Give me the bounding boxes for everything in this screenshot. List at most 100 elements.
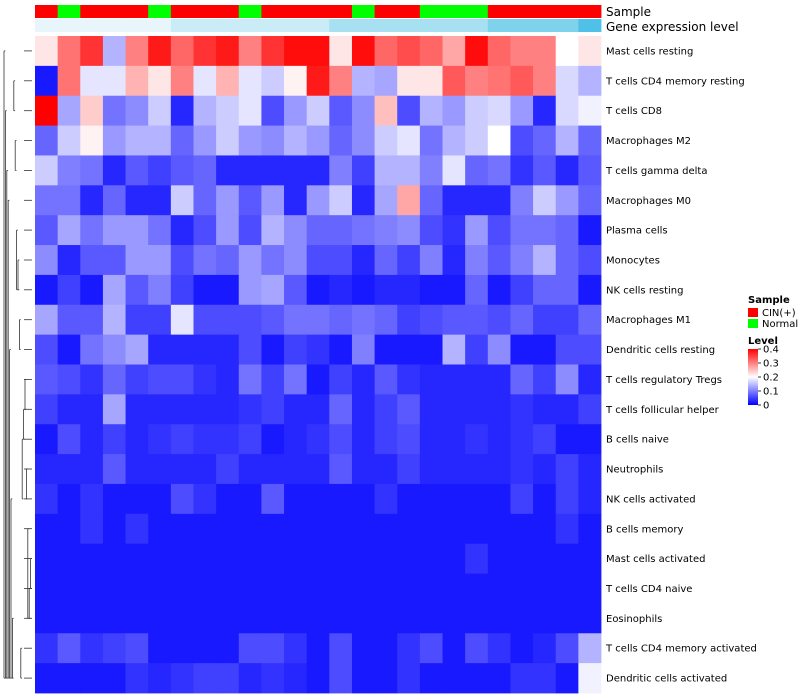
heatmap-cell (148, 334, 172, 365)
expression-annotation-cell (284, 19, 308, 32)
heatmap-cell (487, 274, 511, 306)
heatmap-cell (419, 95, 443, 126)
heatmap-cell (578, 95, 602, 126)
sample-annotation-cell (148, 5, 172, 18)
heatmap-cell (419, 274, 443, 306)
heatmap-cell (510, 573, 534, 604)
sample-annotation-cell (374, 5, 398, 18)
heatmap-cell (419, 454, 443, 485)
heatmap-cell (306, 125, 330, 156)
heatmap-cell (193, 454, 217, 485)
heatmap-cell (125, 424, 149, 455)
heatmap-cell (419, 65, 443, 97)
heatmap-cell (125, 364, 149, 395)
heatmap-cell (351, 274, 375, 306)
annotation-label-sample: Sample (606, 5, 651, 19)
heatmap-cell (510, 483, 534, 515)
heatmap-cell (216, 185, 240, 216)
heatmap-cell (442, 663, 466, 694)
heatmap-cell (487, 245, 511, 276)
heatmap-cell (465, 483, 489, 515)
heatmap-cell (374, 573, 398, 604)
heatmap-cell (284, 36, 308, 67)
heatmap-cell (238, 573, 262, 604)
heatmap-cell (306, 185, 330, 216)
heatmap-cell (261, 394, 285, 425)
heatmap-cell (419, 424, 443, 455)
heatmap-cell (125, 245, 149, 276)
heatmap-cell (216, 633, 240, 664)
heatmap-cell (35, 663, 59, 694)
heatmap-cell (533, 633, 557, 664)
heatmap-cell (351, 513, 375, 545)
heatmap-cell (442, 364, 466, 395)
heatmap-cell (351, 185, 375, 216)
heatmap-cell (442, 633, 466, 664)
heatmap-cell (238, 394, 262, 425)
heatmap-cell (261, 454, 285, 485)
heatmap-cell (35, 65, 59, 97)
heatmap-cell (102, 424, 126, 455)
heatmap-cell (261, 573, 285, 604)
heatmap-cell (306, 603, 330, 634)
heatmap-cell (533, 36, 557, 67)
heatmap-cell (125, 304, 149, 336)
heatmap-cell (80, 663, 104, 694)
heatmap-cell (102, 95, 126, 126)
heatmap-cell (80, 573, 104, 604)
heatmap-cell (578, 663, 602, 694)
heatmap-cell (216, 274, 240, 306)
heatmap-cell (555, 543, 579, 574)
heatmap-cell (216, 573, 240, 604)
heatmap-cell (148, 633, 172, 664)
heatmap-cell (442, 304, 466, 336)
row-label: T cells follicular helper (605, 405, 720, 416)
row-label: T cells regulatory Tregs (605, 375, 722, 386)
heatmap-cell (306, 573, 330, 604)
heatmap-cell (329, 483, 353, 515)
heatmap-cell (533, 424, 557, 455)
heatmap-cell (419, 543, 443, 574)
heatmap-cell (510, 185, 534, 216)
heatmap-cell (465, 603, 489, 634)
heatmap-cell (533, 125, 557, 156)
heatmap-cell (102, 334, 126, 365)
heatmap-cell (238, 454, 262, 485)
heatmap-cell (238, 185, 262, 216)
heatmap-cell (216, 454, 240, 485)
expression-annotation-cell (533, 19, 557, 32)
heatmap-cell (170, 513, 194, 545)
heatmap-cell (170, 543, 194, 574)
heatmap-cell (533, 483, 557, 515)
heatmap-cell (57, 573, 81, 604)
heatmap-cell (578, 245, 602, 276)
heatmap-cell (284, 513, 308, 545)
heatmap-cell (374, 215, 398, 246)
expression-annotation-cell (374, 19, 398, 32)
heatmap-cell (193, 424, 217, 455)
row-label: T cells CD4 memory activated (605, 644, 757, 655)
row-label: Mast cells activated (606, 554, 705, 565)
heatmap-cell (533, 334, 557, 365)
legend-level-ticks: 0.4 0.3 0.2 0.1 0 (758, 345, 779, 412)
heatmap-cell (465, 95, 489, 126)
heatmap-cell (329, 36, 353, 67)
sample-annotation-cell (465, 5, 489, 18)
heatmap-cell (419, 334, 443, 365)
legend-sample-title: Sample (748, 295, 790, 306)
heatmap-cell (261, 543, 285, 574)
heatmap-cell (578, 573, 602, 604)
heatmap-cell (465, 633, 489, 664)
heatmap-cell (374, 633, 398, 664)
heatmap-cell (125, 274, 149, 306)
heatmap-cell (397, 633, 421, 664)
heatmap-cell (510, 215, 534, 246)
heatmap-cell (329, 155, 353, 186)
heatmap-cell (510, 334, 534, 365)
heatmap-cell (216, 483, 240, 515)
heatmap-cell (80, 125, 104, 156)
heatmap-cell (102, 185, 126, 216)
heatmap-cell (170, 304, 194, 336)
heatmap-cell (487, 543, 511, 574)
heatmap-cell (374, 36, 398, 67)
